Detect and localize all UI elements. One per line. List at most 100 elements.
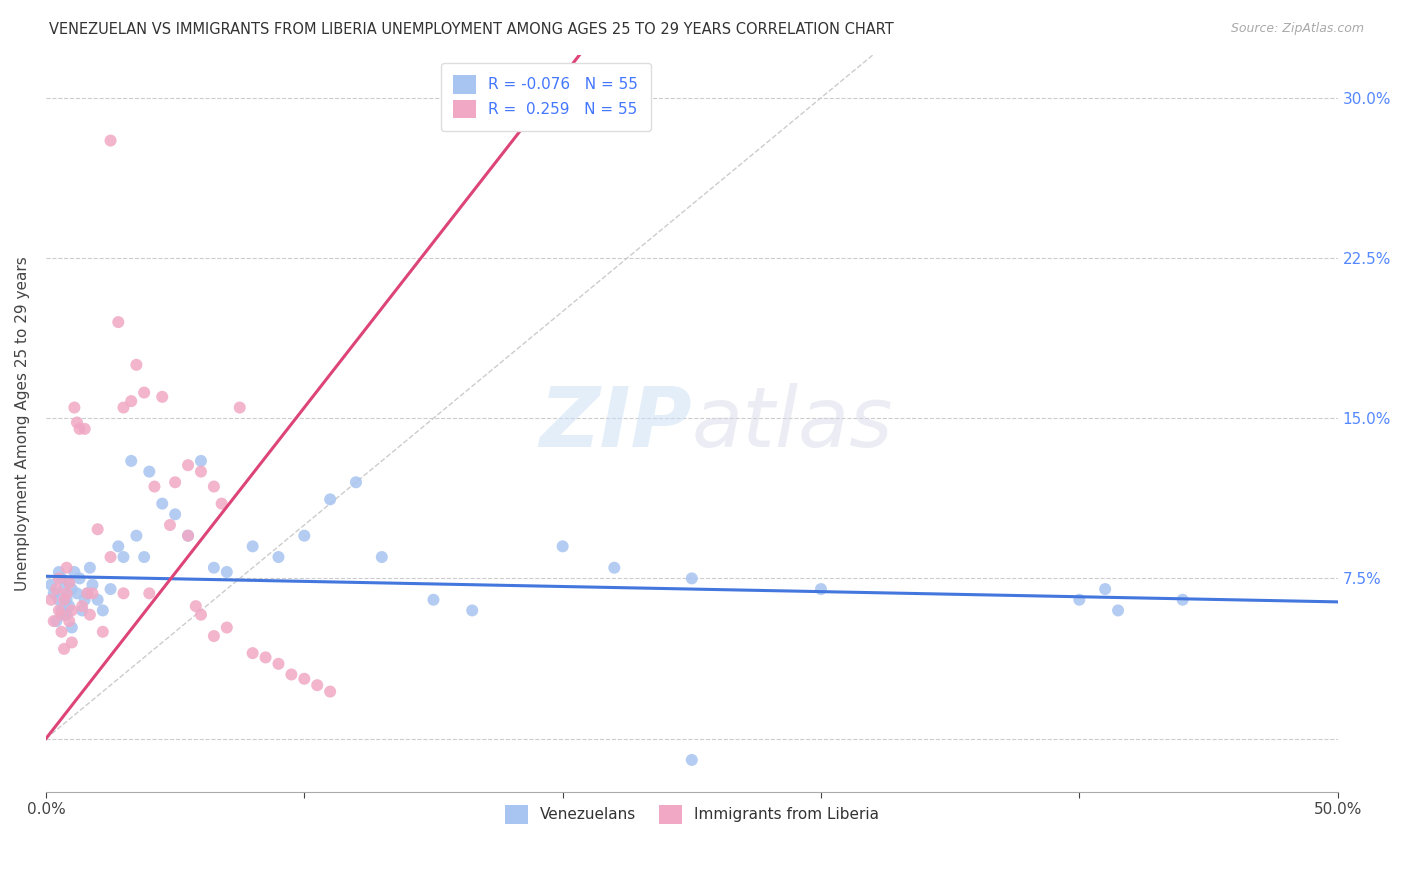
Point bbox=[60, 620, 83, 634]
Point bbox=[254, 650, 277, 665]
Point bbox=[58, 575, 80, 590]
Point bbox=[39, 592, 62, 607]
Point bbox=[292, 672, 315, 686]
Point bbox=[63, 401, 86, 415]
Point bbox=[1069, 592, 1091, 607]
Point bbox=[1094, 582, 1116, 596]
Point bbox=[58, 614, 80, 628]
Point bbox=[60, 635, 83, 649]
Point bbox=[143, 479, 166, 493]
Point bbox=[100, 549, 122, 564]
Point bbox=[150, 390, 173, 404]
Point bbox=[100, 134, 122, 148]
Point bbox=[184, 599, 207, 614]
Point bbox=[138, 465, 160, 479]
Point bbox=[319, 684, 342, 698]
Point bbox=[48, 565, 70, 579]
Point bbox=[267, 549, 290, 564]
Point bbox=[551, 540, 574, 554]
Point bbox=[79, 607, 101, 622]
Legend: Venezuelans, Immigrants from Liberia: Venezuelans, Immigrants from Liberia bbox=[492, 793, 891, 836]
Point bbox=[53, 641, 76, 656]
Point bbox=[39, 578, 62, 592]
Y-axis label: Unemployment Among Ages 25 to 29 years: Unemployment Among Ages 25 to 29 years bbox=[15, 256, 30, 591]
Point bbox=[681, 571, 703, 585]
Point bbox=[215, 565, 238, 579]
Point bbox=[53, 607, 76, 622]
Point bbox=[125, 358, 148, 372]
Point bbox=[73, 422, 96, 436]
Point bbox=[202, 560, 225, 574]
Point bbox=[107, 540, 129, 554]
Point bbox=[422, 592, 444, 607]
Point bbox=[66, 416, 89, 430]
Point bbox=[461, 603, 484, 617]
Point bbox=[242, 646, 264, 660]
Point bbox=[1171, 592, 1194, 607]
Point bbox=[66, 586, 89, 600]
Point bbox=[150, 497, 173, 511]
Point bbox=[48, 571, 70, 585]
Point bbox=[70, 603, 93, 617]
Point bbox=[82, 586, 104, 600]
Point bbox=[53, 582, 76, 596]
Point bbox=[60, 603, 83, 617]
Point bbox=[100, 582, 122, 596]
Point bbox=[242, 540, 264, 554]
Point bbox=[165, 508, 187, 522]
Point bbox=[177, 529, 200, 543]
Point bbox=[51, 571, 73, 585]
Point bbox=[280, 667, 302, 681]
Point bbox=[134, 549, 156, 564]
Point bbox=[55, 607, 77, 622]
Point bbox=[134, 385, 156, 400]
Point bbox=[215, 620, 238, 634]
Point bbox=[307, 678, 329, 692]
Point bbox=[48, 592, 70, 607]
Point bbox=[82, 578, 104, 592]
Point bbox=[45, 614, 67, 628]
Point bbox=[51, 603, 73, 617]
Point bbox=[202, 629, 225, 643]
Point bbox=[190, 454, 212, 468]
Point bbox=[48, 603, 70, 617]
Point bbox=[63, 565, 86, 579]
Text: Source: ZipAtlas.com: Source: ZipAtlas.com bbox=[1230, 22, 1364, 36]
Point bbox=[70, 599, 93, 614]
Point bbox=[45, 582, 67, 596]
Point bbox=[53, 592, 76, 607]
Point bbox=[42, 614, 65, 628]
Point bbox=[120, 394, 142, 409]
Point bbox=[177, 458, 200, 473]
Point bbox=[120, 454, 142, 468]
Point bbox=[681, 753, 703, 767]
Point bbox=[202, 479, 225, 493]
Point bbox=[86, 522, 108, 536]
Point bbox=[69, 571, 91, 585]
Point bbox=[138, 586, 160, 600]
Point bbox=[211, 497, 233, 511]
Point bbox=[86, 592, 108, 607]
Point bbox=[55, 592, 77, 607]
Point bbox=[267, 657, 290, 671]
Point bbox=[55, 560, 77, 574]
Text: ZIP: ZIP bbox=[538, 383, 692, 464]
Point bbox=[177, 529, 200, 543]
Point bbox=[190, 465, 212, 479]
Text: atlas: atlas bbox=[692, 383, 893, 464]
Point bbox=[112, 401, 135, 415]
Point bbox=[107, 315, 129, 329]
Point bbox=[58, 575, 80, 590]
Point bbox=[73, 592, 96, 607]
Point bbox=[42, 586, 65, 600]
Point bbox=[319, 492, 342, 507]
Point bbox=[1107, 603, 1129, 617]
Point bbox=[344, 475, 367, 490]
Point bbox=[112, 586, 135, 600]
Point bbox=[228, 401, 250, 415]
Point bbox=[112, 549, 135, 564]
Point bbox=[76, 586, 98, 600]
Point bbox=[159, 518, 181, 533]
Point bbox=[51, 607, 73, 622]
Point bbox=[60, 582, 83, 596]
